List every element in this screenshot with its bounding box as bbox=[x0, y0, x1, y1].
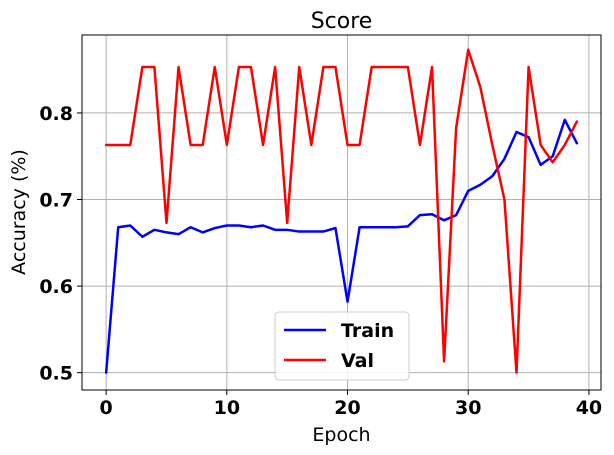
series-line-val bbox=[104, 48, 579, 374]
axis-ticks: 0 10 20 30 40 0.5 0.6 0.7 0.8 bbox=[39, 103, 602, 419]
legend-label-val: Val bbox=[341, 350, 374, 372]
y-tick-label: 0.8 bbox=[39, 103, 73, 125]
x-tick-label: 10 bbox=[214, 397, 240, 419]
x-axis-label: Epoch bbox=[312, 424, 370, 446]
legend-label-train: Train bbox=[341, 320, 394, 342]
x-tick-label: 40 bbox=[576, 397, 602, 419]
y-tick-label: 0.6 bbox=[39, 276, 73, 298]
x-tick-label: 20 bbox=[334, 397, 360, 419]
y-tick-label: 0.7 bbox=[39, 190, 73, 212]
y-tick-label: 0.5 bbox=[39, 363, 73, 385]
plot-frame bbox=[81, 34, 602, 391]
legend: Train Val bbox=[274, 311, 410, 381]
x-tick-label: 0 bbox=[100, 397, 113, 419]
series-lines bbox=[104, 48, 579, 374]
chart-title: Score bbox=[311, 9, 373, 34]
x-tick-label: 30 bbox=[455, 397, 481, 419]
y-axis-label: Accuracy (%) bbox=[8, 149, 30, 275]
